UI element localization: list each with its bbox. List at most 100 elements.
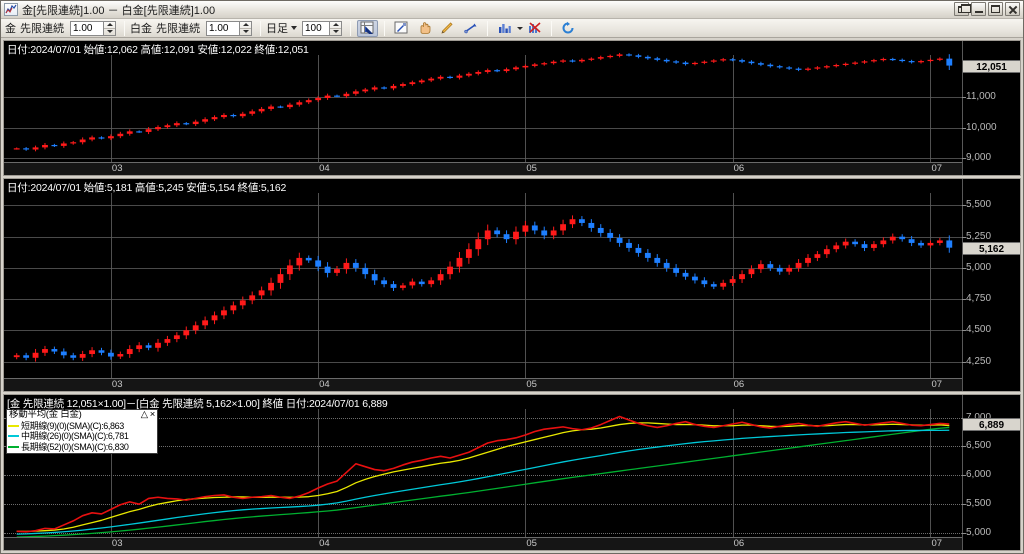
legend-swatch-mid — [8, 435, 19, 438]
gold-price-axis[interactable]: 9,000 10,000 11,000 12,051 — [962, 41, 1020, 175]
price-axis-tick: 7,000 — [966, 412, 991, 423]
price-axis-tick: 11,000 — [966, 91, 996, 103]
vertical-gridline — [318, 193, 320, 378]
price-axis-tick: 10,000 — [966, 121, 997, 133]
date-axis-tick: 07 — [931, 538, 943, 549]
legend-row-short: 短期線(9)(0)(SMA)(C):6,863 — [8, 421, 156, 432]
bars-count-input[interactable]: 100 — [302, 20, 329, 36]
axis-tick-mark — [962, 330, 966, 332]
toolbar-separator — [124, 20, 125, 36]
vertical-gridline — [525, 55, 527, 162]
gold-candlestick-panel[interactable]: 日付:2024/07/01 始値:12,062 高値:12,091 安値:12,… — [3, 40, 1021, 176]
hand-pan-icon[interactable] — [414, 20, 435, 37]
cursor-select-icon[interactable] — [357, 19, 378, 37]
symbol2-ratio-input[interactable]: 1.00 — [206, 20, 239, 36]
crosshair-icon[interactable] — [391, 20, 412, 37]
horizontal-gridline — [4, 417, 962, 419]
date-axis-tick: 05 — [526, 379, 537, 390]
date-axis-tick: 03 — [111, 538, 123, 549]
legend-row-long: 長期線(52)(0)(SMA)(C):6,830 — [8, 442, 156, 453]
vertical-gridline — [110, 55, 112, 162]
legend-minimize-icon[interactable]: △ — [140, 409, 148, 420]
spread-header-info: [金 先限連続 12,051×1.00]－[白金 先限連続 5,162×1.00… — [7, 398, 388, 410]
pencil-draw-icon[interactable] — [437, 20, 458, 37]
spread-plot-area[interactable]: [金 先限連続 12,051×1.00]－[白金 先限連続 5,162×1.00… — [4, 395, 962, 550]
trendline-icon[interactable] — [460, 20, 481, 37]
date-axis[interactable]: 03 04 05 06 07 — [4, 378, 962, 391]
price-axis-tick: 6,500 — [966, 440, 992, 452]
gold-plot-area[interactable]: 日付:2024/07/01 始値:12,062 高値:12,091 安値:12,… — [4, 41, 962, 175]
date-axis-tick: 03 — [111, 163, 123, 174]
symbol2-ratio-stepper[interactable]: 1.00 — [206, 20, 252, 36]
delete-chart-icon[interactable] — [524, 20, 545, 37]
date-axis-tick: 03 — [111, 379, 123, 390]
symbol1-ratio-input[interactable]: 1.00 — [70, 20, 103, 36]
vertical-gridline — [110, 409, 112, 537]
legend-text-mid: 中期線(26)(0)(SMA)(C):6,781 — [21, 431, 129, 441]
symbol2-ratio-spin-buttons[interactable] — [239, 20, 252, 36]
date-axis-tick: 05 — [526, 538, 537, 549]
platinum-price-axis[interactable]: 4,250 4,500 4,750 5,000 5,250 5,500 5,162 — [962, 179, 1020, 391]
horizontal-gridline — [4, 97, 962, 99]
line-series-group — [16, 415, 950, 538]
axis-tick-mark — [962, 475, 966, 477]
platinum-plot-area[interactable]: 日付:2024/07/01 始値:5,181 高値:5,245 安値:5,154… — [4, 179, 962, 391]
platinum-candlestick-panel[interactable]: 日付:2024/07/01 始値:5,181 高値:5,245 安値:5,154… — [3, 178, 1021, 392]
moving-average-legend[interactable]: 移動平均(金 白金) △ × 短期線(9)(0)(SMA)(C):6,863 中… — [6, 409, 158, 454]
date-axis-tick: 04 — [319, 163, 330, 174]
toolbar-separator — [260, 20, 261, 36]
price-axis-tick: 5,500 — [966, 498, 992, 510]
symbol2-ratio-increment[interactable] — [240, 22, 251, 29]
vertical-gridline — [930, 55, 932, 162]
price-axis-tick: 4,250 — [966, 355, 992, 367]
bar-chart-dropdown-arrow-icon[interactable] — [517, 26, 523, 30]
price-axis-tick: 4,500 — [966, 324, 992, 336]
legend-title: 移動平均(金 白金) — [9, 409, 82, 420]
date-axis-tick: 04 — [319, 379, 330, 390]
candlestick-series — [13, 52, 953, 152]
bars-count-spin-buttons[interactable] — [329, 20, 342, 36]
refresh-icon[interactable] — [558, 20, 579, 37]
vertical-gridline — [930, 409, 932, 537]
axis-tick-mark — [962, 236, 966, 238]
vertical-gridline — [732, 55, 734, 162]
legend-text-long: 長期線(52)(0)(SMA)(C):6,830 — [21, 441, 129, 452]
minimize-window-button[interactable] — [971, 2, 986, 16]
symbol2-ratio-decrement[interactable] — [240, 29, 251, 35]
legend-close-icon[interactable]: × — [149, 409, 156, 420]
axis-tick-mark — [962, 533, 966, 534]
horizontal-gridline — [4, 361, 962, 363]
maximize-window-button[interactable] — [988, 2, 1003, 16]
window-title: 金[先限連続]1.00 － 白金[先限連続]1.00 — [22, 4, 216, 17]
bar-chart-icon[interactable] — [494, 20, 515, 37]
bars-count-stepper[interactable]: 100 — [302, 20, 342, 36]
platinum-ohlc-info: 日付:2024/07/01 始値:5,181 高値:5,245 安値:5,154… — [7, 182, 287, 194]
chevron-down-icon[interactable] — [291, 26, 297, 30]
close-window-button[interactable] — [1005, 2, 1020, 16]
horizontal-gridline — [4, 533, 962, 534]
date-axis[interactable]: 03 04 05 06 07 — [4, 537, 962, 550]
toolbar-separator — [487, 20, 488, 36]
period-label: 日足 — [266, 23, 288, 35]
symbol1-ratio-spin-buttons[interactable] — [103, 20, 116, 36]
horizontal-gridline — [4, 504, 962, 506]
toolbar-separator — [551, 20, 552, 36]
symbol1-ratio-increment[interactable] — [104, 22, 115, 29]
vertical-gridline — [318, 55, 320, 162]
symbol1-label: 金 — [5, 23, 16, 35]
bars-count-increment[interactable] — [330, 22, 341, 29]
title-bar: 金[先限連続]1.00 － 白金[先限連続]1.00 — [1, 1, 1023, 19]
legend-swatch-short — [8, 424, 19, 427]
horizontal-gridline — [4, 475, 962, 477]
date-axis-tick: 06 — [733, 379, 745, 390]
symbol1-ratio-stepper[interactable]: 1.00 — [70, 20, 116, 36]
axis-tick-mark — [962, 299, 966, 301]
spread-ratio-panel[interactable]: [金 先限連続 12,051×1.00]－[白金 先限連続 5,162×1.00… — [3, 394, 1021, 551]
symbol1-ratio-decrement[interactable] — [104, 29, 115, 35]
date-axis[interactable]: 03 04 05 06 07 — [4, 162, 962, 175]
bars-count-decrement[interactable] — [330, 29, 341, 35]
period-dropdown[interactable]: 日足 — [266, 21, 297, 36]
chart-panels-container: 日付:2024/07/01 始値:12,062 高値:12,091 安値:12,… — [1, 38, 1023, 553]
restore-window-button[interactable] — [954, 2, 971, 16]
